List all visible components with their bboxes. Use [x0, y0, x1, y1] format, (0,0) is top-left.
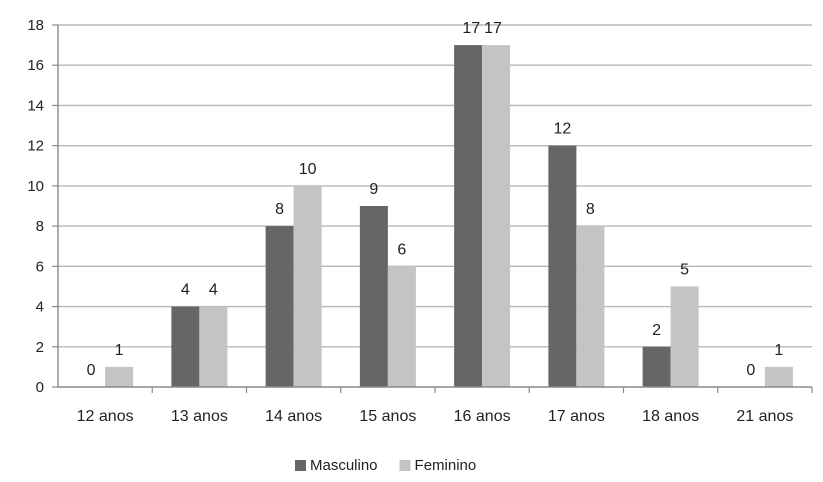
data-label: 1 [115, 342, 124, 359]
bar-feminino [764, 366, 793, 387]
y-tick-label: 14 [27, 97, 44, 114]
legend-label-masculino: Masculino [310, 457, 378, 474]
legend: Masculino Feminino [295, 457, 476, 474]
data-label: 1 [774, 342, 783, 359]
bar-feminino [199, 306, 228, 387]
y-tick-label: 8 [36, 218, 44, 235]
y-axis-ticks: 0 2 4 6 8 10 12 14 16 18 [27, 17, 58, 396]
x-tick-label: 17 anos [548, 408, 605, 425]
bar-feminino [387, 266, 416, 387]
x-tick-label: 14 anos [265, 408, 322, 425]
bars [105, 45, 793, 387]
data-label: 5 [680, 261, 689, 278]
data-label: 0 [87, 362, 96, 379]
data-label: 17 [462, 20, 480, 37]
bar-feminino [576, 226, 605, 387]
data-label: 0 [746, 362, 755, 379]
data-label: 6 [397, 241, 406, 258]
y-tick-label: 12 [27, 138, 44, 155]
bar-masculino [454, 45, 483, 387]
data-label: 10 [299, 161, 317, 178]
bar-masculino [642, 346, 671, 387]
bar-masculino [359, 206, 388, 387]
legend-swatch-masculino [295, 460, 306, 471]
data-label: 12 [553, 121, 571, 138]
x-tick-label: 16 anos [454, 408, 511, 425]
bar-feminino [105, 366, 134, 387]
x-axis: 12 anos 13 anos 14 anos 15 anos 16 anos 17 an… [57, 25, 813, 425]
data-label: 8 [275, 201, 284, 218]
bar-feminino [670, 286, 699, 387]
data-label: 17 [484, 20, 502, 37]
y-tick-label: 18 [27, 17, 44, 34]
x-tick-label: 18 anos [642, 408, 699, 425]
y-tick-label: 6 [36, 258, 44, 275]
legend-label-feminino: Feminino [415, 457, 477, 474]
data-label: 4 [181, 282, 190, 299]
x-tick-label: 13 anos [171, 408, 228, 425]
y-tick-label: 0 [36, 379, 44, 396]
bar-feminino [293, 185, 322, 387]
x-tick-label: 15 anos [359, 408, 416, 425]
y-tick-label: 16 [27, 57, 44, 74]
y-tick-label: 4 [36, 299, 44, 316]
y-tick-label: 2 [36, 339, 44, 356]
data-label: 9 [369, 181, 378, 198]
x-tick-label: 12 anos [77, 408, 134, 425]
data-labels: 0 1 4 4 8 10 9 6 17 17 12 8 2 5 0 1 [87, 20, 784, 379]
bar-feminino [482, 45, 511, 387]
data-label: 2 [652, 322, 661, 339]
y-tick-label: 10 [27, 178, 44, 195]
x-tick-label: 21 anos [736, 408, 793, 425]
bar-masculino [171, 306, 200, 387]
data-label: 8 [586, 201, 595, 218]
bar-masculino [548, 145, 577, 387]
bar-masculino [265, 226, 294, 387]
data-label: 4 [209, 282, 218, 299]
legend-swatch-feminino [399, 460, 411, 471]
gridlines [58, 24, 812, 348]
